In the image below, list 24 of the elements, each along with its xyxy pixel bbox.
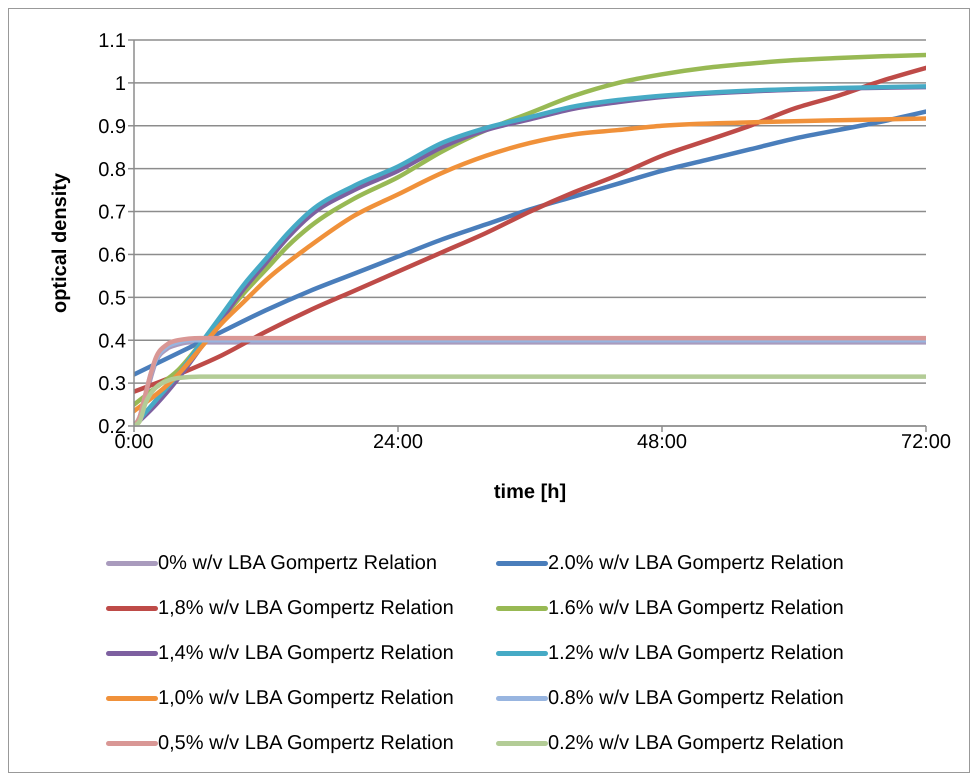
y-tick-label: 0.8 <box>98 158 126 181</box>
legend-label: 0.2% w/v LBA Gompertz Relation <box>548 732 844 754</box>
legend-label: 1,8% w/v LBA Gompertz Relation <box>158 596 454 620</box>
y-tick-label: 0.7 <box>98 202 126 224</box>
legend-label: 1.2% w/v LBA Gompertz Relation <box>548 642 844 664</box>
y-tick-label: 0.3 <box>98 373 126 396</box>
y-tick-label: 0.9 <box>98 116 126 138</box>
legend-label: 1,0% w/v LBA Gompertz Relation <box>158 686 454 710</box>
y-axis-title: optical density <box>49 172 72 313</box>
legend-label: 2.0% w/v LBA Gompertz Relation <box>548 552 844 574</box>
legend-label: 0,5% w/v LBA Gompertz Relation <box>158 732 454 754</box>
legend-label: 0% w/v LBA Gompertz Relation <box>158 552 438 574</box>
y-tick-label: 0.5 <box>98 287 126 310</box>
x-tick-label: 72:00 <box>900 431 952 454</box>
legend-label: 1,4% w/v LBA Gompertz Relation <box>158 642 454 664</box>
y-tick-label: 1 <box>114 72 126 95</box>
x-axis-title: time [h] <box>494 481 566 503</box>
legend-label: 0.8% w/v LBA Gompertz Relation <box>548 686 844 710</box>
y-tick-label: 0.6 <box>98 244 126 267</box>
legend-label: 1.6% w/v LBA Gompertz Relation <box>548 596 844 620</box>
y-tick-label: 1.1 <box>98 30 126 52</box>
x-tick-label: 48:00 <box>636 431 688 454</box>
y-tick-label: 0.4 <box>98 330 126 352</box>
x-tick-label: 24:00 <box>372 431 424 454</box>
